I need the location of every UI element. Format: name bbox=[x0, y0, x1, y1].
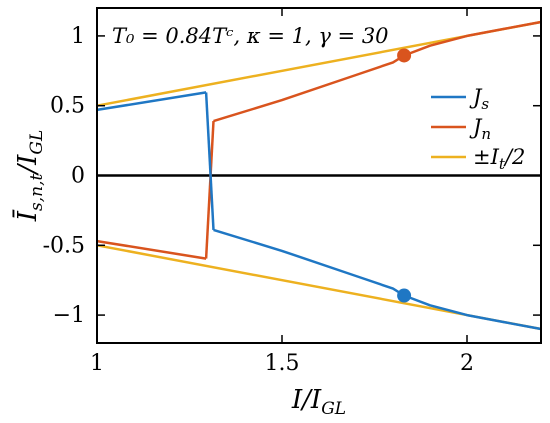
y-axis-label-main: Ī bbox=[12, 209, 43, 222]
y-tick-label-0: −1 bbox=[53, 303, 85, 328]
series-line-0-0 bbox=[96, 91, 207, 112]
legend-label-2: ±It/2 bbox=[473, 145, 525, 173]
y-tick-label-2: 0 bbox=[71, 164, 85, 189]
y-axis-label-mid: /I bbox=[13, 154, 43, 177]
x-axis-label-main: I/I bbox=[291, 385, 322, 415]
plot-frame bbox=[96, 7, 542, 344]
x-tick-label-1: 1.5 bbox=[265, 351, 300, 376]
chart-annotation: T₀ = 0.84Tᶜ, κ = 1, γ = 30 bbox=[112, 24, 389, 48]
y-tick-label-4: 1 bbox=[71, 24, 85, 49]
marker-point-0 bbox=[397, 48, 412, 63]
series-line-0-2 bbox=[213, 228, 542, 331]
x-axis-label: I/IGL bbox=[291, 385, 346, 419]
legend-label-0: Js bbox=[469, 85, 489, 113]
x-axis-label-sub: GL bbox=[321, 399, 346, 419]
ticks: 1 1.5 2 −1 -0.5 0 0.5 1 bbox=[43, 8, 541, 376]
marker-point-1 bbox=[397, 288, 412, 303]
series-line-0-1 bbox=[204, 92, 215, 230]
series-line-1-0 bbox=[96, 239, 207, 260]
x-tick-label-2: 2 bbox=[460, 351, 474, 376]
y-axis-label: Īs,n,t/IGL bbox=[12, 130, 47, 223]
y-axis-label-sub1: s,n,t bbox=[27, 173, 47, 210]
series-line-1-1 bbox=[204, 121, 215, 259]
y-tick-label-1: -0.5 bbox=[43, 233, 85, 258]
legend-label-1: Jn bbox=[469, 115, 491, 143]
plot-lines bbox=[96, 20, 542, 331]
x-tick-label-0: 1 bbox=[90, 351, 104, 376]
y-axis-label-sub2: GL bbox=[27, 130, 47, 155]
y-tick-label-3: 0.5 bbox=[50, 94, 85, 119]
markers bbox=[397, 48, 412, 303]
